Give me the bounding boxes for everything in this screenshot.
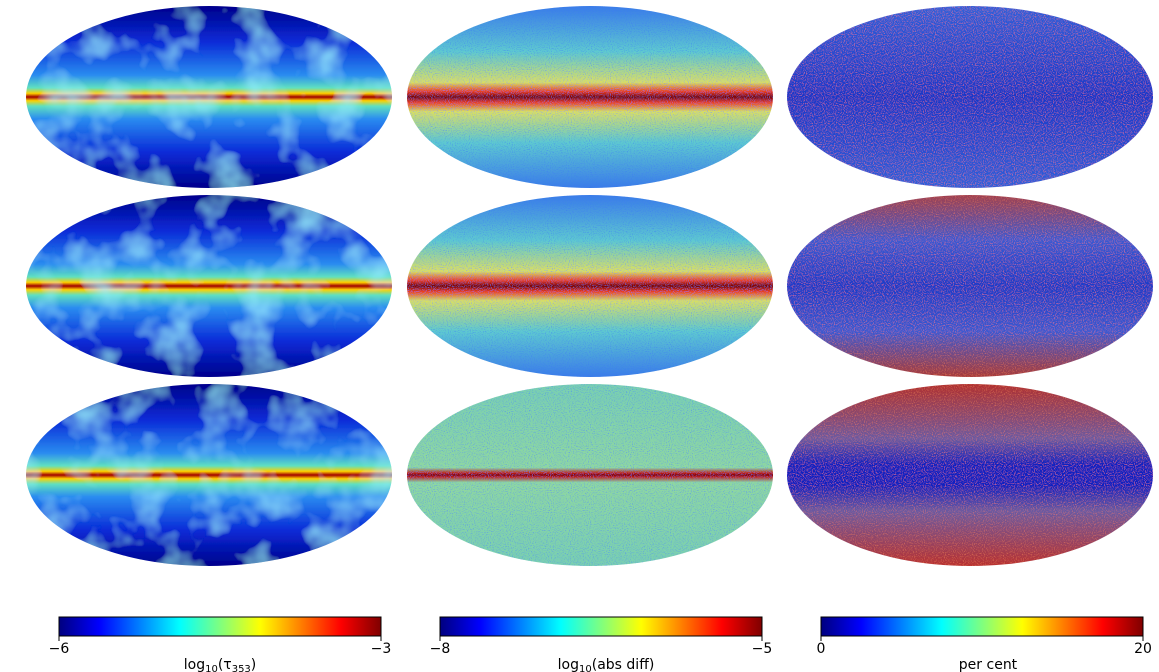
map-row1-col3: [787, 6, 1153, 188]
colorbar-col3-min: 0: [817, 641, 826, 657]
colorbar-col1-min: −6: [49, 641, 70, 657]
colorbar-col1: −6 −3 log10(τ353): [49, 616, 392, 672]
colorbar-col1-max: −3: [371, 641, 392, 657]
colorbar-col1-label: log10(τ353): [184, 657, 257, 672]
colorbar-col3-label: per cent: [959, 657, 1018, 672]
map-row1-col1: [26, 6, 392, 188]
colorbar-col3: 0 20 per cent: [817, 616, 1152, 672]
colorbar-col2-label: log10(abs diff): [558, 657, 655, 672]
colorbar-col3-max: 20: [1134, 641, 1152, 657]
map-row2-col2: [407, 195, 773, 377]
map-row3-col2: [407, 384, 773, 566]
map-row2-col1: [26, 195, 392, 377]
map-row2-col3: [787, 195, 1153, 377]
colorbar-col2: −8 −5 log10(abs diff): [430, 616, 773, 672]
map-row3-col3: [787, 384, 1153, 566]
colorbar-col2-min: −8: [430, 641, 451, 657]
colorbar-col2-max: −5: [752, 641, 773, 657]
map-row1-col2: [407, 6, 773, 188]
map-row3-col1: [26, 384, 392, 566]
